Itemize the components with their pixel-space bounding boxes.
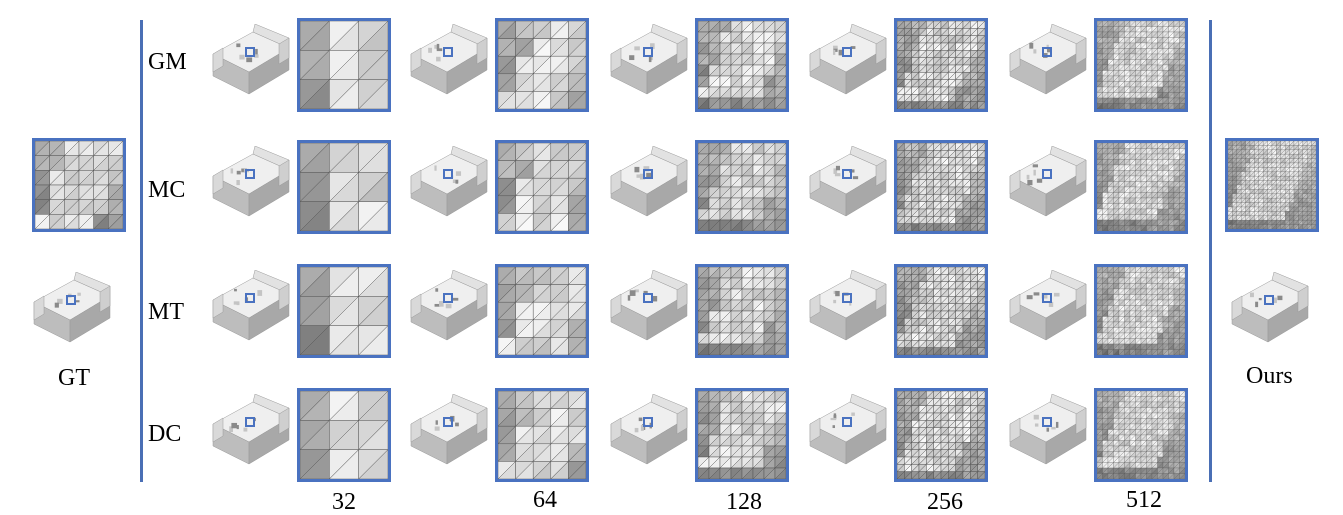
zoom-patch-gm-128 [695, 18, 789, 112]
sofa-icon-gm-512 [1006, 24, 1090, 104]
highlight-box-icon [443, 293, 453, 303]
highlight-box-icon [443, 417, 453, 427]
highlight-box-icon [245, 417, 255, 427]
zoom-patch-gm-32 [297, 18, 391, 112]
zoom-patch-gm-512 [1094, 18, 1188, 112]
zoom-patch-dc-64 [495, 388, 589, 482]
resolution-label-32: 32 [332, 489, 356, 515]
highlight-box-icon [842, 169, 852, 179]
sofa-icon-gm-256 [806, 24, 890, 104]
zoom-patch-dc-256 [894, 388, 988, 482]
sofa-icon-dc-256 [806, 394, 890, 474]
highlight-box-icon [245, 47, 255, 57]
sofa-icon-mt-256 [806, 270, 890, 350]
ours-label: Ours [1246, 363, 1293, 389]
highlight-box-icon [1264, 295, 1274, 305]
zoom-patch-mc-128 [695, 140, 789, 234]
highlight-box-icon [842, 417, 852, 427]
highlight-box-icon [643, 169, 653, 179]
gt-label: GT [58, 365, 90, 391]
row-label-mt: MT [148, 299, 184, 325]
sofa-icon-dc-32 [209, 394, 293, 474]
sofa-icon-dc-128 [607, 394, 691, 474]
zoom-patch-mt-128 [695, 264, 789, 358]
gt-sofa-icon [30, 272, 114, 352]
highlight-box-icon [443, 169, 453, 179]
ours-sofa-icon [1228, 272, 1312, 352]
highlight-box-icon [643, 293, 653, 303]
highlight-box-icon [245, 169, 255, 179]
left-divider [140, 20, 143, 482]
highlight-box-icon [245, 293, 255, 303]
highlight-box-icon [842, 47, 852, 57]
sofa-icon-gm-32 [209, 24, 293, 104]
zoom-patch-mc-256 [894, 140, 988, 234]
zoom-patch-mt-512 [1094, 264, 1188, 358]
zoom-patch-dc-512 [1094, 388, 1188, 482]
zoom-patch-dc-128 [695, 388, 789, 482]
highlight-box-icon [443, 47, 453, 57]
sofa-icon-mc-512 [1006, 146, 1090, 226]
gt-zoom-patch [32, 138, 126, 232]
ours-zoom-patch [1225, 138, 1319, 232]
zoom-patch-gm-64 [495, 18, 589, 112]
sofa-icon-mc-256 [806, 146, 890, 226]
zoom-patch-mt-64 [495, 264, 589, 358]
sofa-icon-dc-512 [1006, 394, 1090, 474]
sofa-icon-mt-64 [407, 270, 491, 350]
sofa-icon-mt-128 [607, 270, 691, 350]
highlight-box-icon [1042, 47, 1052, 57]
sofa-icon-mc-32 [209, 146, 293, 226]
highlight-box-icon [1042, 293, 1052, 303]
highlight-box-icon [66, 295, 76, 305]
highlight-box-icon [643, 417, 653, 427]
zoom-patch-mt-256 [894, 264, 988, 358]
sofa-icon-mc-64 [407, 146, 491, 226]
highlight-box-icon [842, 293, 852, 303]
zoom-patch-dc-32 [297, 388, 391, 482]
resolution-label-64: 64 [533, 487, 557, 513]
sofa-icon-gm-128 [607, 24, 691, 104]
row-label-mc: MC [148, 177, 186, 203]
resolution-label-512: 512 [1126, 487, 1162, 513]
sofa-icon-mt-32 [209, 270, 293, 350]
sofa-icon-mt-512 [1006, 270, 1090, 350]
right-divider [1209, 20, 1212, 482]
zoom-patch-mc-512 [1094, 140, 1188, 234]
highlight-box-icon [1042, 169, 1052, 179]
resolution-label-128: 128 [726, 489, 762, 515]
zoom-patch-mt-32 [297, 264, 391, 358]
sofa-icon-dc-64 [407, 394, 491, 474]
row-label-gm: GM [148, 49, 187, 75]
zoom-patch-mc-32 [297, 140, 391, 234]
row-label-dc: DC [148, 421, 182, 447]
zoom-patch-mc-64 [495, 140, 589, 234]
sofa-icon-mc-128 [607, 146, 691, 226]
resolution-label-256: 256 [927, 489, 963, 515]
highlight-box-icon [1042, 417, 1052, 427]
highlight-box-icon [643, 47, 653, 57]
sofa-icon-gm-64 [407, 24, 491, 104]
zoom-patch-gm-256 [894, 18, 988, 112]
